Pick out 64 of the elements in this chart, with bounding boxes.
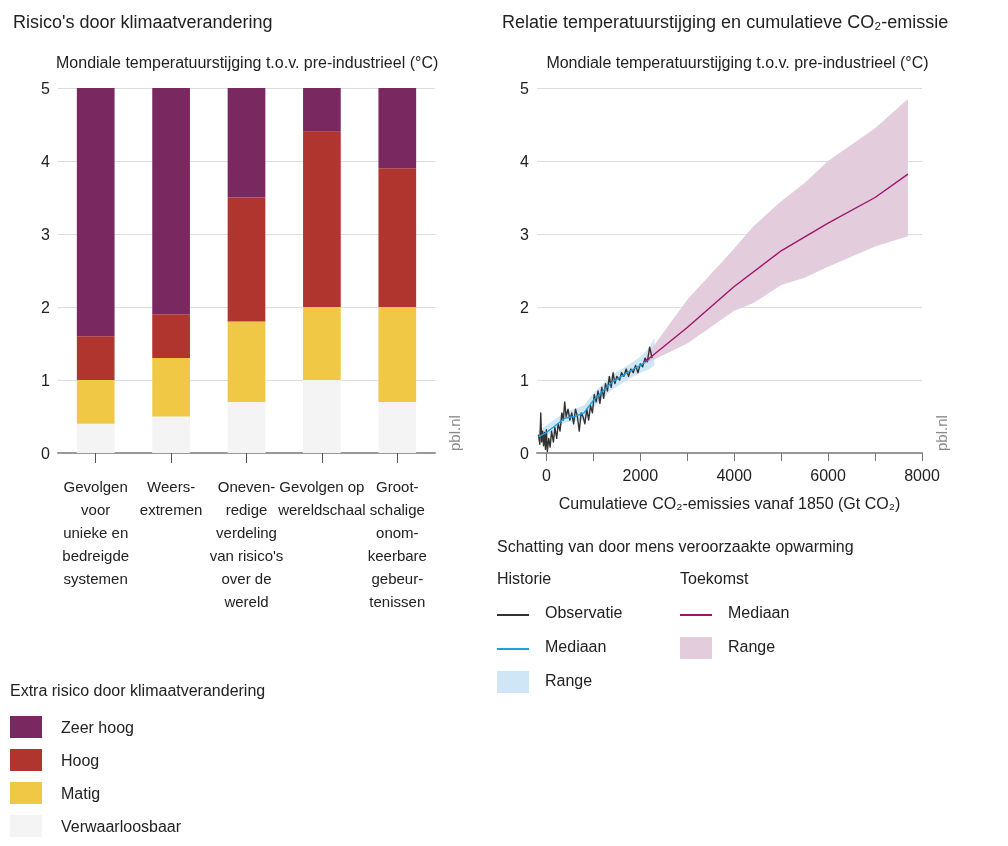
x-tick-label: Gevolgen voor unieke en bedreigde systemen [62, 478, 130, 587]
x-tick-label: Groot- schalige onom- keerbare gebeur- tenissen [367, 478, 427, 610]
legend-label: Observatie [545, 604, 623, 622]
text: Toekomst [680, 570, 749, 588]
y-tick-label: 4 [520, 152, 530, 170]
bar [76, 336, 115, 380]
bar [152, 88, 190, 315]
legend-title: Schatting van door mens veroorzaakte opwarming [497, 538, 854, 556]
x-tick-label: Gevolgen op wereldschaal [277, 478, 366, 518]
x-tick-label: 6000 [810, 466, 846, 484]
bar [76, 423, 115, 453]
bar [152, 314, 190, 359]
bar [378, 88, 417, 169]
legend-label: Verwaarloosbaar [61, 817, 182, 835]
chart-title: Risico's door klimaatverandering [13, 12, 273, 32]
chart-title: Relatie temperatuurstijging en cumulatieve CO₂-emissie [502, 12, 949, 32]
bar [303, 131, 341, 307]
x-tick-label: 0 [541, 466, 551, 484]
bar [378, 307, 417, 402]
x-tick-label: 4000 [716, 466, 753, 484]
legend-label: Zeer hoog [61, 718, 134, 736]
x-axis-title: Cumulatieve CO₂-emissies vanaf 1850 (Gt CO₂) [558, 494, 901, 512]
y-tick-label: 5 [520, 79, 530, 97]
y-tick-label: 1 [41, 371, 51, 389]
y-tick-label: 4 [41, 152, 51, 170]
bar [76, 88, 115, 337]
x-tick-label: 8000 [904, 466, 940, 484]
x-tick-label: Weers- extremen [139, 478, 203, 518]
y-tick-label: 0 [520, 444, 530, 462]
legend-label: Range [545, 672, 593, 690]
text: Historie [497, 570, 552, 588]
y-tick-label: 5 [41, 79, 51, 97]
bar [152, 416, 190, 453]
legend-label: Hoog [61, 751, 100, 769]
y-tick-label: 1 [520, 371, 530, 389]
bar [303, 380, 341, 453]
bar [76, 380, 115, 424]
y-tick-label: 3 [41, 225, 51, 243]
y-tick-label: 2 [520, 298, 530, 316]
bar [378, 401, 417, 453]
y-axis-title: Mondiale temperatuurstijging t.o.v. pre-industrieel (°C) [546, 53, 929, 71]
bar [227, 197, 266, 322]
y-tick-label: 3 [520, 225, 530, 243]
legend-label: Mediaan [545, 638, 607, 656]
bar [227, 401, 266, 453]
y-tick-label: 0 [41, 444, 51, 462]
line-series [537, 346, 653, 453]
legend-label: Matig [61, 784, 101, 802]
legend-title: Extra risico door klimaatverandering [10, 681, 266, 699]
text: pbl.nl [446, 415, 463, 451]
x-tick-label: 2000 [622, 466, 659, 484]
legend-label: Range [728, 638, 776, 656]
bar [303, 307, 341, 380]
line-series [644, 173, 909, 363]
bar [152, 358, 190, 417]
bar [303, 88, 341, 132]
bar [227, 88, 266, 198]
text: pbl.nl [933, 415, 950, 451]
bar [227, 321, 266, 402]
y-tick-label: 2 [41, 298, 51, 316]
legend-label: Mediaan [728, 604, 790, 622]
line-series [537, 358, 651, 438]
y-axis-title: Mondiale temperatuurstijging t.o.v. pre-industrieel (°C) [56, 53, 439, 71]
bar [378, 168, 417, 307]
